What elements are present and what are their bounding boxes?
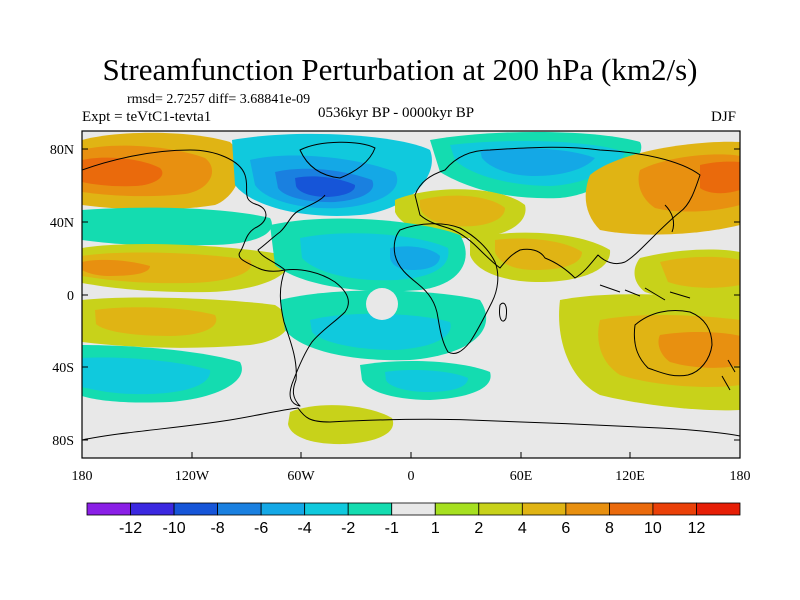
colorbar-swatch — [304, 502, 349, 516]
colorbar-label: -6 — [254, 520, 268, 537]
colorbar-label: 4 — [518, 520, 527, 537]
lon-ticks — [81, 452, 741, 458]
colorbar-label: -2 — [341, 520, 355, 537]
period-label: 0536kyr BP - 0000kyr BP — [318, 105, 475, 121]
plot-title: Streamfunction Perturbation at 200 hPa (… — [102, 52, 698, 87]
colorbar-label: -1 — [385, 520, 399, 537]
colorbar-label: 8 — [605, 520, 614, 537]
colorbar — [86, 502, 741, 516]
anomaly-southeast-pacific-core — [82, 357, 211, 395]
anomaly-subtropical-pacific-negative — [82, 207, 272, 246]
colorbar-swatch — [609, 502, 654, 516]
anomaly-south-atlantic-mid — [310, 313, 451, 350]
lon-tick-label: 120W — [175, 469, 210, 484]
lon-tick-label: 120E — [615, 469, 645, 484]
colorbar-swatch — [696, 502, 741, 516]
colorbar-label: -12 — [119, 520, 142, 537]
colorbar-swatch — [86, 502, 131, 516]
colorbar-swatch — [434, 502, 480, 516]
coastline-japan — [664, 204, 675, 233]
colorbar-swatch — [130, 502, 175, 516]
contour-fields — [82, 131, 740, 445]
anomaly-australia-peak — [658, 332, 740, 368]
stats-line: rmsd= 2.7257 diff= 3.68841e-09 — [127, 92, 311, 107]
coastline-madagascar — [499, 302, 507, 322]
lat-tick-label: 0 — [67, 289, 74, 304]
colorbar-label: 12 — [688, 520, 706, 537]
lat-tick-label: 80N — [50, 143, 74, 158]
lat-tick-label: 80S — [52, 434, 74, 449]
coastline-indonesia — [599, 284, 691, 301]
coastline-australia — [633, 310, 713, 377]
lat-ticks — [82, 148, 740, 441]
colorbar-label: -10 — [163, 520, 186, 537]
coastline-eurasia — [414, 146, 701, 279]
colorbar-swatch — [217, 502, 262, 516]
colorbar-swatch — [347, 502, 393, 516]
coastline-africa — [393, 223, 499, 355]
anomaly-north-atlantic-peak — [295, 176, 356, 197]
colorbar-swatch — [565, 502, 610, 516]
colorbar-label: 6 — [561, 520, 570, 537]
coastline-north-america — [82, 149, 326, 272]
lat-tick-label: 40S — [52, 361, 74, 376]
experiment-label: Expt = teVtC1-tevta1 — [82, 109, 212, 125]
anomaly-antarctic-positive — [288, 405, 394, 445]
colorbar-label: -8 — [210, 520, 224, 537]
coastline-antarctica — [82, 407, 740, 441]
anomaly-central-pacific-peak — [82, 259, 150, 276]
colorbar-label: 10 — [644, 520, 662, 537]
map-panel — [82, 131, 740, 458]
colorbar-swatch — [478, 502, 523, 516]
coastline-new-zealand — [721, 359, 736, 391]
anomaly-europe-core — [420, 195, 505, 227]
anomaly-south-pacific-core — [95, 307, 217, 336]
lon-tick-label: 60E — [510, 469, 533, 484]
lat-tick-label: 40N — [50, 216, 74, 231]
anomaly-tropical-atlantic-core — [390, 246, 440, 270]
anomaly-north-pacific-peak — [82, 157, 163, 187]
anomaly-south-asia-core — [495, 238, 582, 270]
anomaly-siberia-core — [480, 148, 595, 176]
lon-tick-label: 60W — [287, 469, 315, 484]
colorbar-label: 1 — [431, 520, 440, 537]
colorbar-swatch — [173, 502, 218, 516]
colorbar-labels: -12 -10 -8 -6 -4 -2 -1 1 2 4 6 8 10 12 — [119, 520, 705, 537]
colorbar-swatch — [652, 502, 697, 516]
anomaly-east-asia-peak — [700, 161, 740, 194]
coastline-greenland — [299, 141, 376, 179]
anomaly-west-pacific-core — [660, 256, 740, 288]
lon-tick-label: 0 — [408, 469, 415, 484]
colorbar-swatch — [521, 502, 567, 516]
colorbar-label: -4 — [298, 520, 312, 537]
colorbar-swatch — [260, 502, 306, 516]
season-label: DJF — [711, 109, 737, 125]
neutral-patch-south-atlantic — [366, 288, 398, 320]
lon-tick-label: 180 — [72, 469, 93, 484]
colorbar-label: 2 — [474, 520, 483, 537]
colorbar-swatch — [391, 502, 436, 516]
coastlines — [82, 141, 740, 441]
coastline-south-america — [279, 269, 349, 407]
anomaly-southern-ocean-core — [385, 370, 468, 392]
lon-tick-label: 180 — [730, 469, 751, 484]
